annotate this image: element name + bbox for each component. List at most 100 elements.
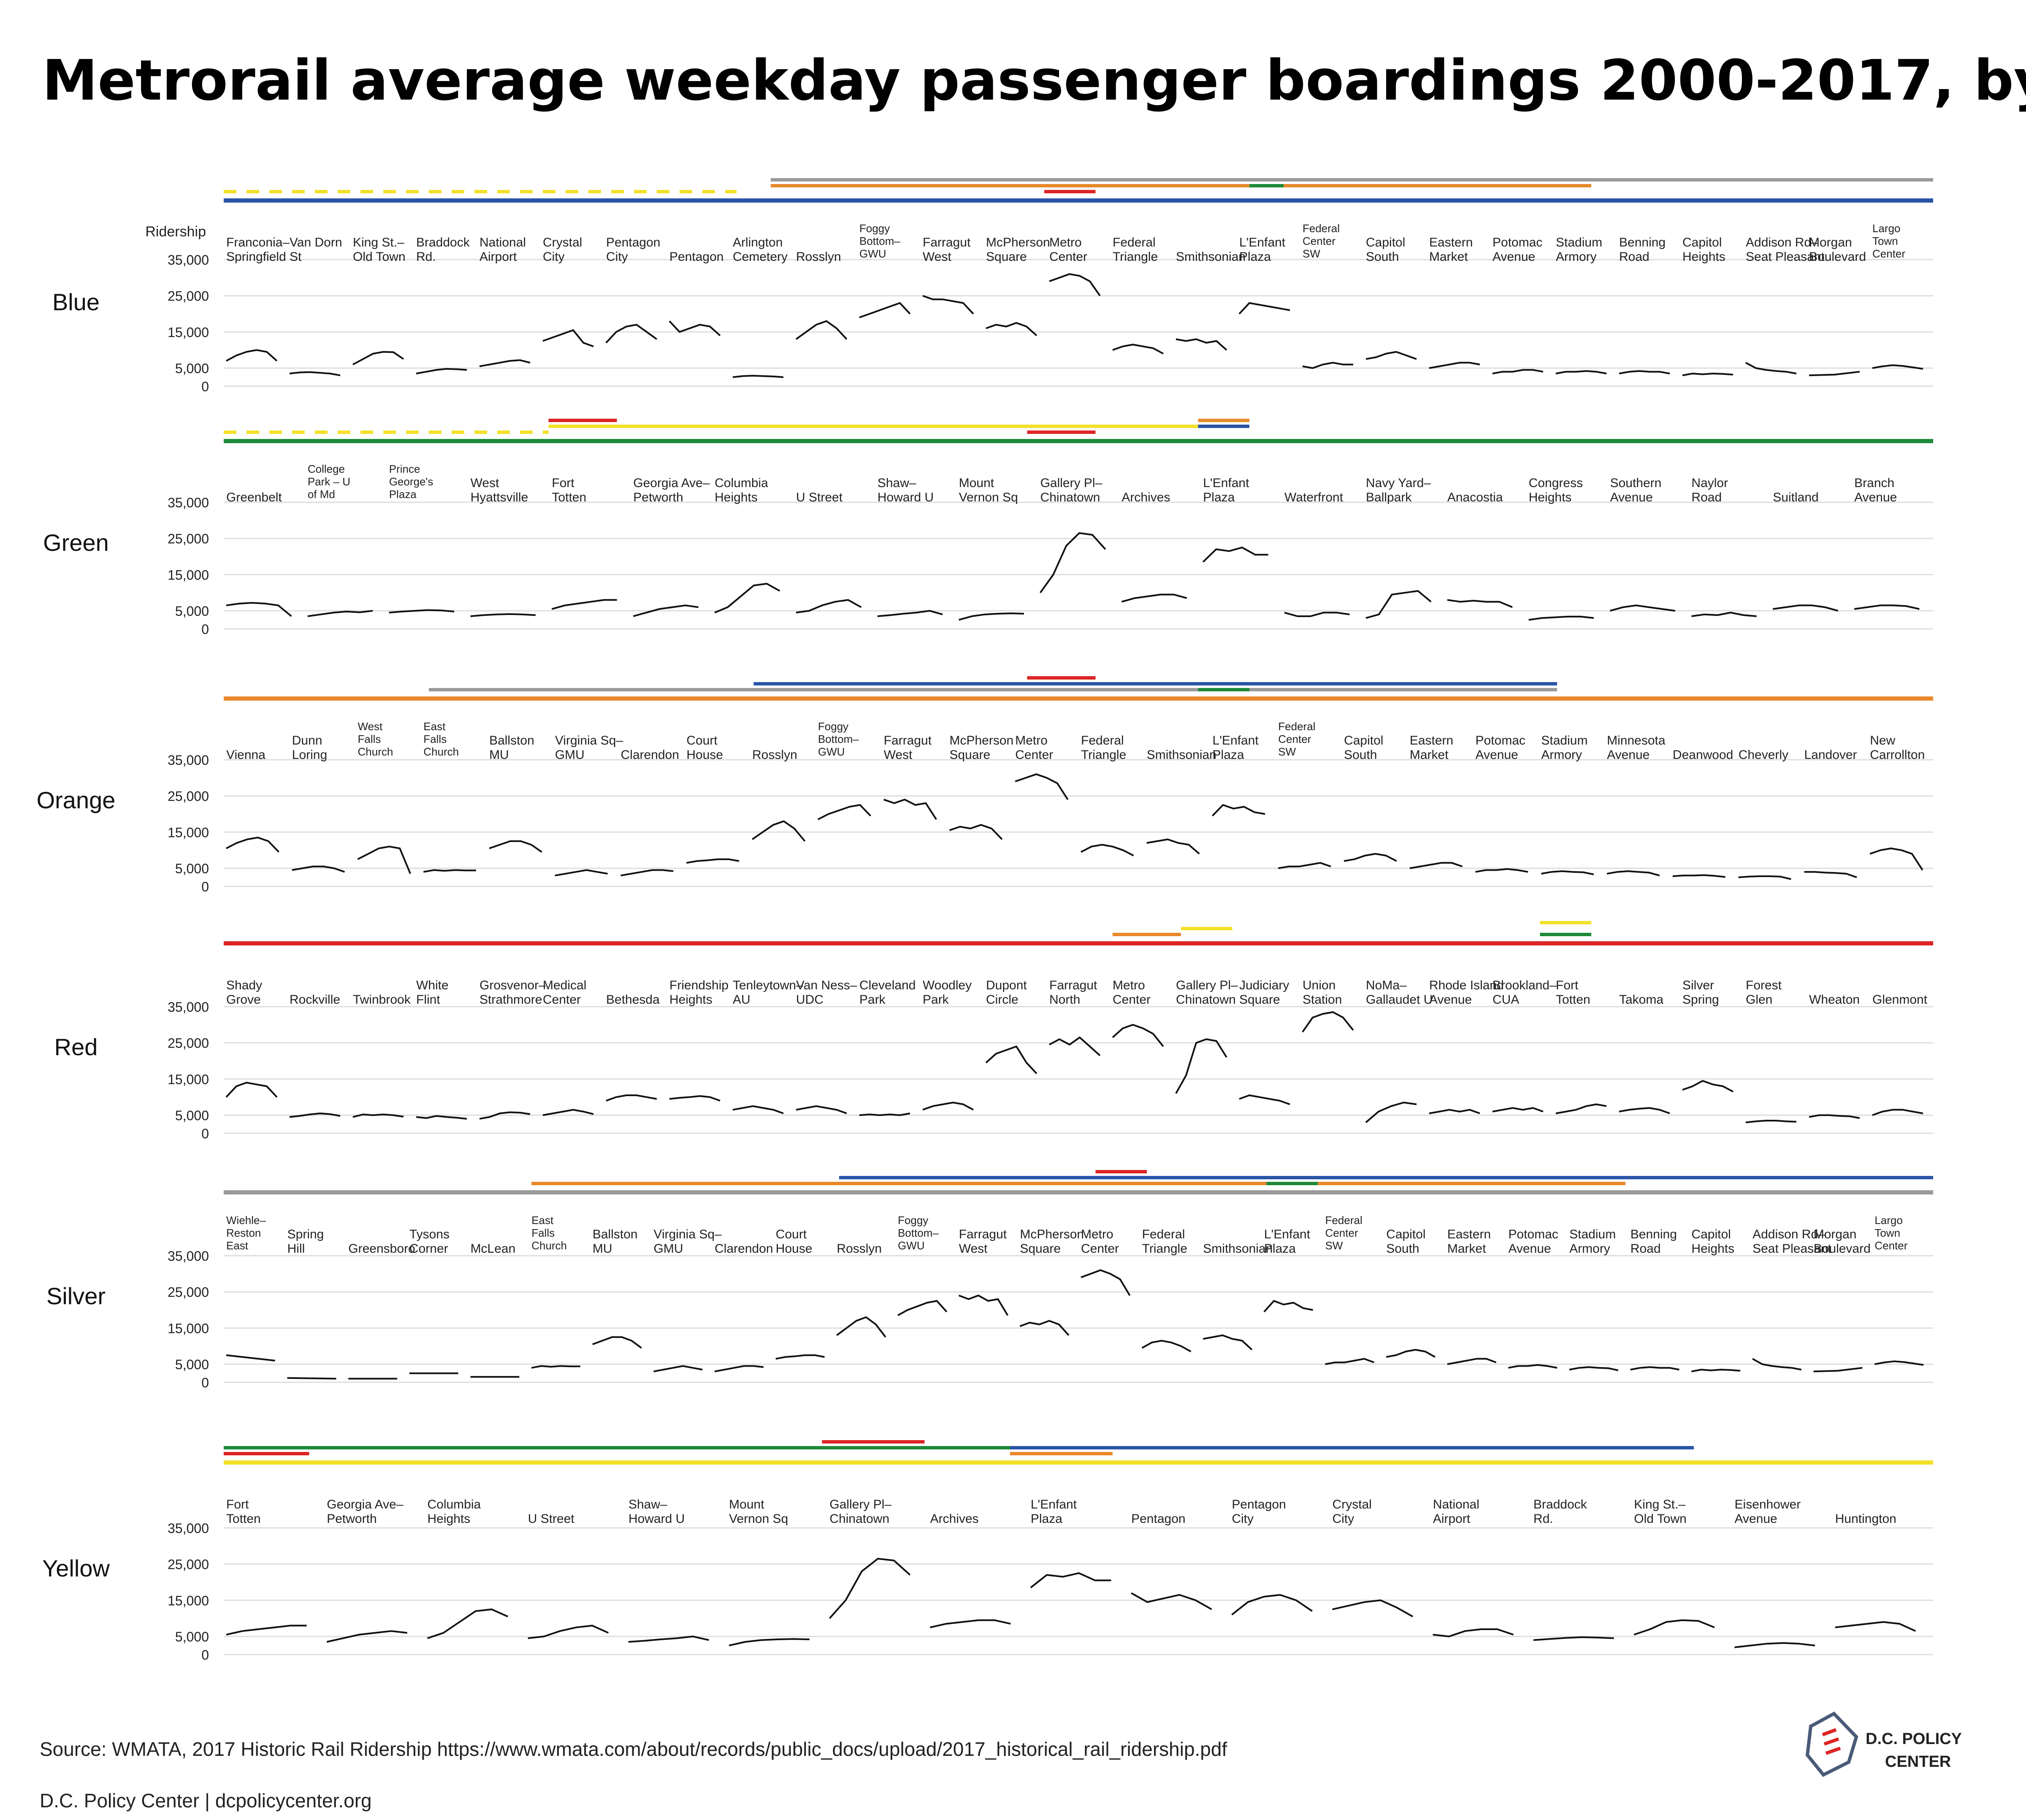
station-label: National Airport [479, 236, 526, 264]
station-sparkline [1146, 838, 1200, 855]
station-sparkline [714, 1365, 764, 1373]
station-sparkline [1332, 1599, 1414, 1617]
station-label: West Falls Church [358, 720, 393, 758]
station-sparkline [752, 820, 806, 842]
y-tick-label: 15,000 [168, 567, 209, 582]
station-sparkline [289, 371, 341, 376]
station-sparkline [628, 1636, 709, 1643]
station-sparkline [985, 1045, 1037, 1074]
station-label: Landover [1804, 748, 1857, 762]
station-label: Braddock Rd. [416, 236, 470, 264]
station-label: Tenleytown– AU [733, 978, 803, 1007]
station-sparkline [1745, 1120, 1797, 1124]
station-sparkline [922, 295, 974, 314]
station-label: Dunn Loring [292, 734, 327, 762]
station-label: National Airport [1433, 1498, 1479, 1526]
station-sparkline [1049, 1036, 1101, 1056]
station-sparkline [479, 359, 531, 367]
station-label: Takoma [1619, 993, 1663, 1007]
logo-line2: CENTER [1885, 1753, 1951, 1771]
station-sparkline [795, 320, 848, 340]
logo-line1: D.C. POLICY [1866, 1730, 1962, 1748]
station-label: Columbia Heights [715, 476, 768, 504]
station-label: Greensboro [348, 1242, 415, 1256]
station-label: Metro Center [1113, 978, 1151, 1007]
station-label: Morgan Boulevard [1809, 236, 1866, 264]
station-label: L'Enfant Plaza [1203, 476, 1249, 504]
station-label: Rosslyn [796, 250, 841, 264]
station-sparkline [287, 1377, 336, 1380]
station-label: Rosslyn [752, 748, 797, 762]
line-band-red [224, 941, 1933, 945]
station-sparkline [551, 599, 617, 610]
station-sparkline [1773, 604, 1839, 612]
station-label: Spring Hill [287, 1227, 324, 1256]
station-sparkline [1555, 370, 1607, 374]
panel-red: Red 0 5,000 15,000 25,000 35,000 Shady Grove Roc… [54, 941, 1933, 1141]
station-sparkline [1447, 599, 1513, 608]
station-sparkline [1325, 1358, 1374, 1365]
station-label: Eastern Market [1447, 1227, 1491, 1256]
y-tick-label: 35,000 [168, 252, 209, 268]
station-label: Branch Avenue [1854, 476, 1897, 504]
station-label: Shady Grove [226, 978, 262, 1007]
station-label: Court House [776, 1227, 813, 1256]
station-sparkline [859, 1112, 910, 1116]
station-sparkline [653, 1365, 703, 1373]
station-label: Crystal City [1333, 1498, 1372, 1526]
station-sparkline [352, 1113, 404, 1118]
y-tick-label: 15,000 [168, 1072, 209, 1087]
station-sparkline [1202, 547, 1268, 563]
station-sparkline [479, 1111, 531, 1120]
station-sparkline [225, 1082, 278, 1098]
y-tick-label: 5,000 [175, 1357, 209, 1372]
station-sparkline [1682, 1080, 1733, 1093]
station-label: Farragut West [959, 1227, 1007, 1256]
station-label: Largo Town Center [1872, 222, 1905, 260]
station-sparkline [592, 1336, 642, 1349]
y-tick-label: 25,000 [168, 531, 209, 547]
dc-outline-icon [1805, 1712, 1858, 1777]
panel-yellow: Yellow 0 5,000 15,000 25,000 35,000 Fort Totten… [42, 1460, 1933, 1663]
station-sparkline [289, 1112, 341, 1118]
station-sparkline [669, 320, 721, 336]
y-tick-label: 5,000 [175, 861, 209, 876]
station-sparkline [796, 599, 862, 614]
station-sparkline [1541, 870, 1594, 875]
station-sparkline [1019, 1320, 1070, 1336]
station-sparkline [1752, 1358, 1802, 1370]
station-sparkline [352, 351, 404, 366]
station-label: McPherson Square [1020, 1227, 1084, 1256]
y-tick-label: 5,000 [175, 1629, 209, 1644]
station-label: Archives [930, 1512, 979, 1526]
station-label: Smithsonian [1147, 748, 1216, 762]
station-label: King St.– Old Town [353, 236, 406, 264]
station-sparkline [859, 302, 911, 318]
line-band-green [224, 439, 1933, 443]
station-label: Brookland– CUA [1492, 978, 1557, 1007]
line-panels: Blue 0 5,000 15,000 25,000 35,000 Ridership Fra… [37, 178, 1933, 1663]
station-label: Eisenhower Avenue [1735, 1498, 1801, 1526]
station-label: Ballston MU [489, 734, 534, 762]
station-sparkline [1039, 532, 1106, 593]
station-sparkline [883, 799, 937, 820]
station-sparkline [1734, 1642, 1815, 1648]
station-sparkline [1081, 1269, 1131, 1296]
station-label: McLean [471, 1242, 516, 1256]
station-sparkline [326, 1630, 408, 1643]
station-label: Woodley Park [923, 978, 972, 1007]
station-label: Glenmont [1872, 993, 1928, 1007]
station-label: Stadium Armory [1541, 734, 1587, 762]
station-sparkline [1533, 1636, 1614, 1641]
line-name: Silver [46, 1283, 106, 1309]
station-label: Rockville [290, 993, 340, 1007]
chart-title: Metrorail average weekday passenger boar… [42, 48, 2026, 113]
station-label: Rhode Island Avenue [1429, 978, 1504, 1007]
station-sparkline [1239, 1094, 1290, 1105]
station-label: Mount Vernon Sq [729, 1498, 788, 1526]
station-label: Mount Vernon Sq [959, 476, 1018, 504]
station-sparkline [1492, 369, 1544, 374]
station-sparkline [1672, 874, 1725, 878]
station-label: Congress Heights [1529, 476, 1583, 504]
